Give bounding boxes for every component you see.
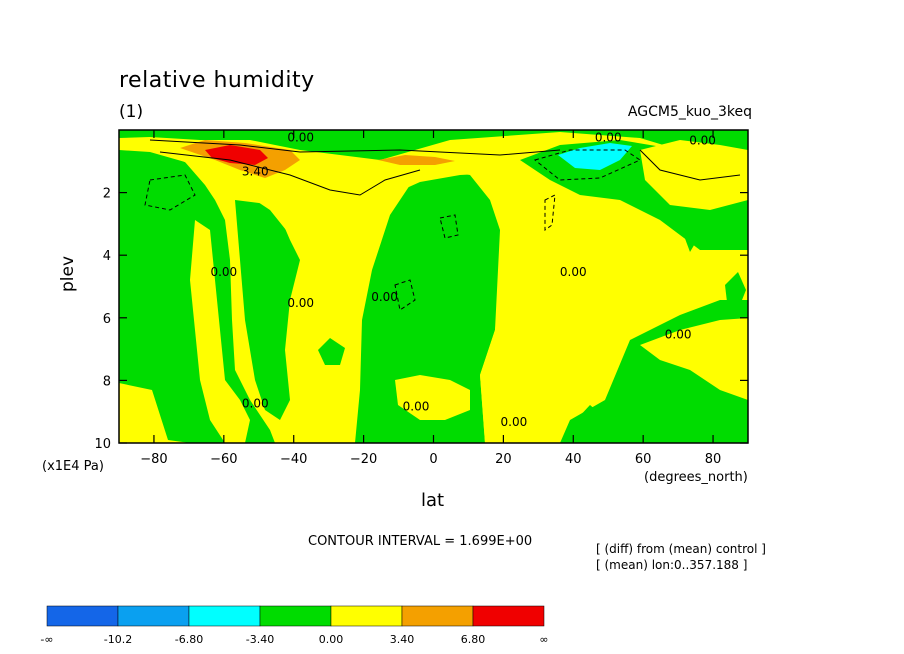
fill-yellow-left-strip — [190, 220, 250, 443]
contour-line-2 — [159, 151, 421, 196]
colorbar-swatch — [472, 605, 545, 627]
colorbar-swatch — [401, 605, 474, 627]
contour-fills — [119, 130, 748, 443]
y-tick-label: 4 — [103, 249, 111, 264]
x-tick-label: 80 — [705, 452, 722, 467]
contour-dash-5 — [544, 194, 556, 231]
x-axis-label: lat — [421, 490, 445, 511]
contour-interval: CONTOUR INTERVAL = 1.699E+00 — [308, 534, 533, 549]
colorbar-label: 3.40 — [390, 633, 415, 646]
contour-label: 0.00 — [371, 290, 398, 304]
fill-green-top — [119, 130, 748, 160]
fill-yellow-right-channel — [480, 230, 620, 443]
contour-label: 0.00 — [560, 265, 587, 279]
contour-label: 3.40 — [242, 165, 269, 179]
colorbar-label: ∞ — [539, 633, 548, 646]
fill-yellow-right-lower — [640, 318, 748, 400]
fill-yellow-central — [395, 375, 470, 420]
contour-line-3 — [639, 149, 741, 181]
colorbar-swatch — [46, 605, 119, 627]
colorbar-label: 6.80 — [461, 633, 486, 646]
x-axis-units: (degrees_north) — [644, 470, 748, 485]
x-tick-label: 40 — [565, 452, 582, 467]
model-label: AGCM5_kuo_3keq — [627, 104, 752, 120]
colorbar-swatch — [188, 605, 261, 627]
x-tick-label: 20 — [495, 452, 512, 467]
fill-green-blob-2 — [680, 213, 700, 252]
x-tick-label: −40 — [280, 452, 307, 467]
fill-yellow-upper-right — [640, 140, 748, 210]
colorbar-swatch — [117, 605, 190, 627]
x-tick-label: 0 — [429, 452, 437, 467]
colorbar-label: 0.00 — [319, 633, 344, 646]
fill-red-left — [205, 145, 268, 165]
colorbar-label: -3.40 — [246, 633, 274, 646]
chart-subtitle: (1) — [119, 102, 144, 122]
y-tick-label: 10 — [94, 437, 111, 452]
colorbar-label: -∞ — [40, 633, 53, 646]
y-tick-label: 6 — [103, 312, 111, 327]
y-tick-label: 2 — [103, 187, 111, 202]
fill-green-blob-4 — [576, 405, 605, 437]
colorbar-swatch — [330, 605, 403, 627]
contour-label: 0.00 — [665, 327, 692, 341]
x-tick-label: −80 — [140, 452, 167, 467]
fill-green-blob-3 — [725, 272, 746, 310]
contour-label: 0.00 — [501, 415, 528, 429]
fill-green-center — [355, 170, 500, 443]
contour-label: 0.00 — [595, 130, 622, 144]
fill-green-left-channel — [235, 200, 300, 420]
colorbar-label: -10.2 — [104, 633, 132, 646]
contour-line-1 — [149, 139, 561, 156]
chart-title: relative humidity — [119, 68, 315, 93]
note-diff: [ (diff) from (mean) control ] — [596, 542, 766, 556]
y-axis-label: plev — [58, 255, 78, 292]
fill-green-blob-1 — [318, 338, 345, 365]
y-tick-label: 8 — [103, 374, 111, 389]
colorbar-swatch — [259, 605, 332, 627]
contour-label: 0.00 — [210, 265, 237, 279]
contour-label-layer: 0.00 3.40 0.00 0.00 0.00 0.00 0.00 0.00 0.00 0.00… — [210, 130, 715, 429]
contour-dash-4 — [439, 214, 459, 239]
contour-label: 0.00 — [287, 296, 314, 310]
contour-dash-2 — [533, 149, 642, 181]
contour-label: 0.00 — [287, 130, 314, 144]
colorbar-label: -6.80 — [175, 633, 203, 646]
y-axis-units: (x1E4 Pa) — [42, 459, 104, 474]
contour-label: 0.00 — [689, 133, 716, 147]
x-tick-label: −60 — [210, 452, 237, 467]
note-mean: [ (mean) lon:0..357.188 ] — [596, 558, 748, 572]
x-tick-label: 60 — [635, 452, 652, 467]
contour-label: 0.00 — [403, 399, 430, 413]
contour-dash-3 — [394, 279, 416, 311]
axis-ticks: −80 −60 −40 −20 0 20 40 60 80 2 4 6 8 10 — [94, 130, 748, 467]
contour-label: 0.00 — [242, 396, 269, 410]
x-tick-label: −20 — [350, 452, 377, 467]
fill-orange-center — [378, 155, 455, 165]
contour-dash-1 — [144, 174, 196, 211]
colorbar: -∞ -10.2 -6.80 -3.40 0.00 3.40 6.80 ∞ — [40, 605, 549, 646]
